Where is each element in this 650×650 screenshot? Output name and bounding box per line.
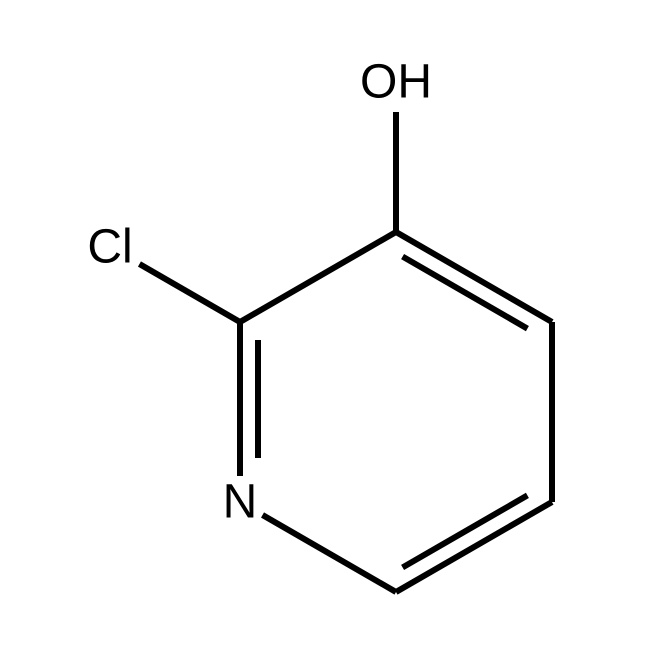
atom-label-cl: Cl <box>87 220 132 275</box>
molecule-diagram: N Cl OH <box>0 0 650 650</box>
atom-label-oh: OH <box>360 55 432 110</box>
atom-label-n: N <box>223 475 258 530</box>
bond-layer <box>0 0 650 650</box>
